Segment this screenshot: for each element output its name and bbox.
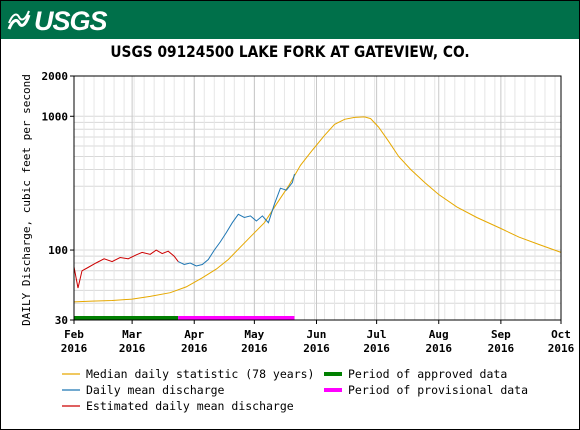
period-bar	[74, 316, 179, 320]
chart-title: USGS 09124500 LAKE FORK AT GATEVIEW, CO.	[110, 42, 470, 61]
y-tick-label: 2000	[42, 70, 69, 83]
period-bar	[178, 316, 295, 320]
x-tick-month: Jul	[367, 328, 387, 341]
y-tick-label: 30	[55, 314, 68, 327]
grid-lines	[73, 76, 562, 320]
usgs-logo-text: USGS	[34, 5, 108, 36]
x-axis: Feb2016Mar2016Apr2016May2016Jun2016Jul20…	[61, 320, 575, 355]
usgs-wave-icon	[7, 10, 31, 30]
series-line	[177, 173, 295, 267]
x-tick-year: 2016	[425, 342, 452, 355]
legend-label: Median daily statistic (78 years)	[86, 367, 314, 381]
x-tick-month: May	[244, 328, 264, 341]
usgs-header-banner: USGS	[1, 1, 579, 39]
x-tick-year: 2016	[181, 342, 208, 355]
x-tick-month: Sep	[491, 328, 511, 341]
x-tick-year: 2016	[241, 342, 268, 355]
x-tick-year: 2016	[363, 342, 390, 355]
x-tick-month: Aug	[429, 328, 449, 341]
y-axis: 30 100 1000 2000	[42, 70, 74, 327]
x-tick-year: 2016	[303, 342, 330, 355]
legend-label: Estimated daily mean discharge	[86, 399, 294, 413]
y-tick-label: 100	[48, 244, 68, 257]
usgs-logo: USGS	[7, 5, 108, 36]
series-line	[73, 116, 562, 303]
y-axis-label: DAILY Discharge, cubic feet per second	[20, 74, 33, 326]
legend-label: Period of approved data	[348, 367, 507, 381]
y-tick-label: 1000	[42, 110, 69, 123]
x-tick-year: 2016	[548, 342, 575, 355]
legend: Median daily statistic (78 years) Daily m…	[62, 367, 528, 413]
x-tick-month: Jun	[307, 328, 327, 341]
data-period-bars	[74, 316, 295, 320]
plot-border	[73, 75, 562, 321]
x-tick-year: 2016	[119, 342, 146, 355]
x-tick-month: Oct	[551, 328, 571, 341]
x-tick-year: 2016	[61, 342, 88, 355]
series-line	[73, 249, 179, 289]
legend-label: Daily mean discharge	[86, 383, 225, 397]
x-tick-month: Mar	[122, 328, 142, 341]
legend-label: Period of provisional data	[348, 383, 528, 397]
series-lines	[73, 116, 562, 303]
x-tick-year: 2016	[488, 342, 515, 355]
x-tick-month: Feb	[64, 328, 84, 341]
x-tick-month: Apr	[184, 328, 204, 341]
